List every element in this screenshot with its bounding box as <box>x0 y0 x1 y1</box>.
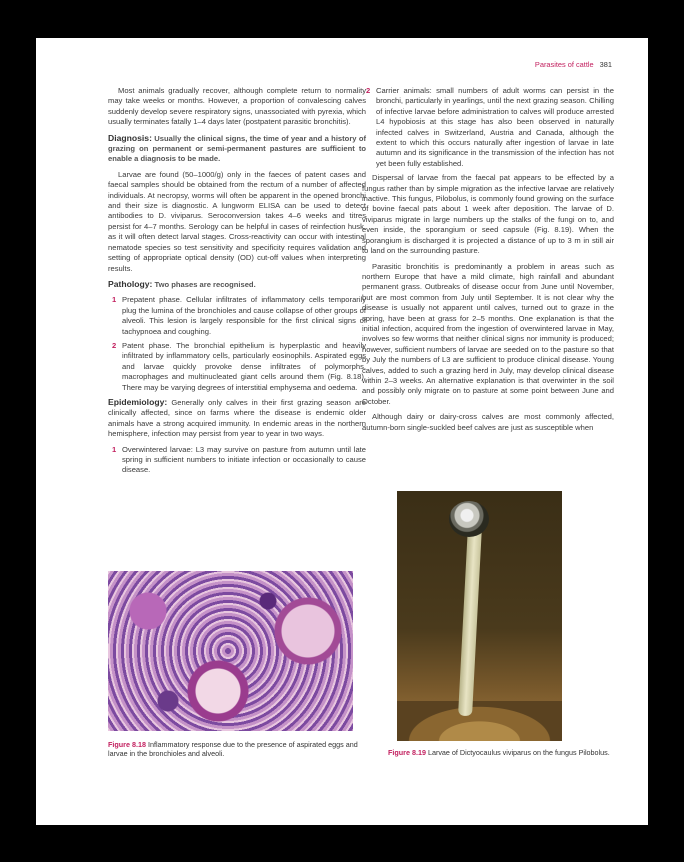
item-number: 2 <box>112 340 117 350</box>
pathology-heading: Pathology: <box>108 278 153 289</box>
item-number: 1 <box>112 444 117 454</box>
paragraph: Larvae are found (50–1000/g) only in the… <box>108 169 366 273</box>
item-text: Patent phase. The bronchial epithelium i… <box>122 340 366 392</box>
left-column: Most animals gradually recover, although… <box>108 86 366 480</box>
page: Parasites of cattle 381 Most animals grad… <box>36 38 648 825</box>
diagnosis-lead: Usually the clinical signs, the time of … <box>108 133 366 164</box>
item-number: 2 <box>366 86 371 95</box>
figure-caption: Figure 8.18 Inflammatory response due to… <box>108 740 368 759</box>
faecal-pat <box>397 701 562 741</box>
figure-label: Figure 8.18 <box>108 740 146 749</box>
list-item: 1 Prepatent phase. Cellular infiltrates o… <box>108 295 366 337</box>
diagnosis-section: Diagnosis: Usually the clinical signs, t… <box>108 133 366 165</box>
caption-text: Larvae of Dictyocaulus viviparus on the … <box>427 748 610 757</box>
figure-pilobolus-image <box>397 491 562 741</box>
header-title: Parasites of cattle <box>534 60 594 69</box>
item-text: Carrier animals: small numbers of adult … <box>376 86 614 168</box>
item-text: Prepatent phase. Cellular infiltrates of… <box>122 295 366 336</box>
right-column: 2 Carrier animals: small numbers of adult… <box>362 86 614 438</box>
paragraph: Although dairy or dairy-cross calves are… <box>362 412 614 432</box>
figure-histology-image <box>108 571 353 731</box>
list-item: 1 Overwintered larvae: L3 may survive on … <box>108 445 366 476</box>
running-header: Parasites of cattle 381 <box>535 60 612 69</box>
paragraph: Dispersal of larvae from the faecal pat … <box>362 173 614 256</box>
epidemiology-heading: Epidemiology: <box>108 396 168 407</box>
page-number: 381 <box>599 60 612 69</box>
list-item: 2 Patent phase. The bronchial epithelium … <box>108 341 366 393</box>
fungus-stalk <box>458 525 482 717</box>
diagnosis-heading: Diagnosis: <box>108 132 152 143</box>
paragraph: Parasitic bronchitis is predominantly a … <box>362 261 614 406</box>
pathology-lead: Two phases are recognised. <box>154 279 256 289</box>
figure-caption: Figure 8.19 Larvae of Dictyocaulus vivip… <box>388 748 628 757</box>
caption-text: Inflammatory response due to the presenc… <box>108 740 358 759</box>
epidemiology-lead: Generally only calves in their first gra… <box>108 397 366 439</box>
epidemiology-section: Epidemiology: Generally only calves in t… <box>108 397 366 440</box>
item-number: 1 <box>112 295 117 305</box>
paragraph: Most animals gradually recover, although… <box>108 86 366 127</box>
item-text: Overwintered larvae: L3 may survive on p… <box>122 444 366 475</box>
figure-label: Figure 8.19 <box>388 748 426 757</box>
list-item: 2 Carrier animals: small numbers of adult… <box>362 86 614 169</box>
pathology-section: Pathology: Two phases are recognised. <box>108 279 366 290</box>
sporangium <box>449 501 489 537</box>
